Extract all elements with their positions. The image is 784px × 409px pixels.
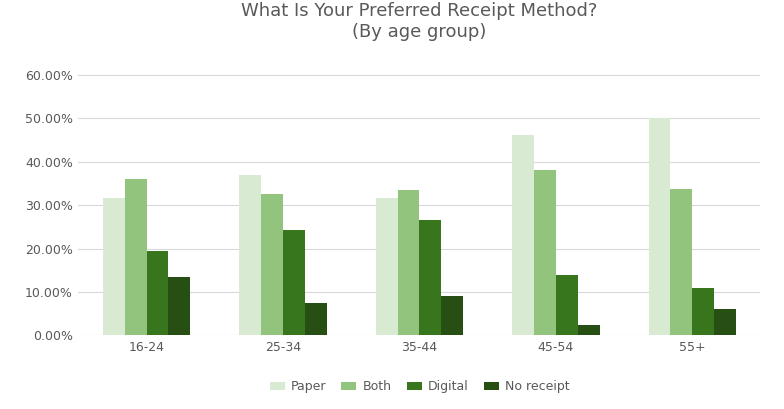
Bar [147,251,169,335]
Bar [692,288,714,335]
Bar [283,230,305,335]
Bar [556,274,578,335]
Bar [125,179,147,335]
Bar [714,309,736,335]
Bar [670,189,692,335]
Bar [397,190,419,335]
Title: What Is Your Preferred Receipt Method?
(By age group): What Is Your Preferred Receipt Method? (… [241,2,597,40]
Bar [578,324,600,335]
Bar [534,169,556,335]
Bar [239,175,261,335]
Legend: Paper, Both, Digital, No receipt: Paper, Both, Digital, No receipt [264,375,575,398]
Bar [305,303,327,335]
Bar [648,118,670,335]
Bar [103,198,125,335]
Bar [441,296,463,335]
Bar [376,198,397,335]
Bar [169,277,191,335]
Bar [261,194,283,335]
Bar [512,135,534,335]
Bar [419,220,441,335]
